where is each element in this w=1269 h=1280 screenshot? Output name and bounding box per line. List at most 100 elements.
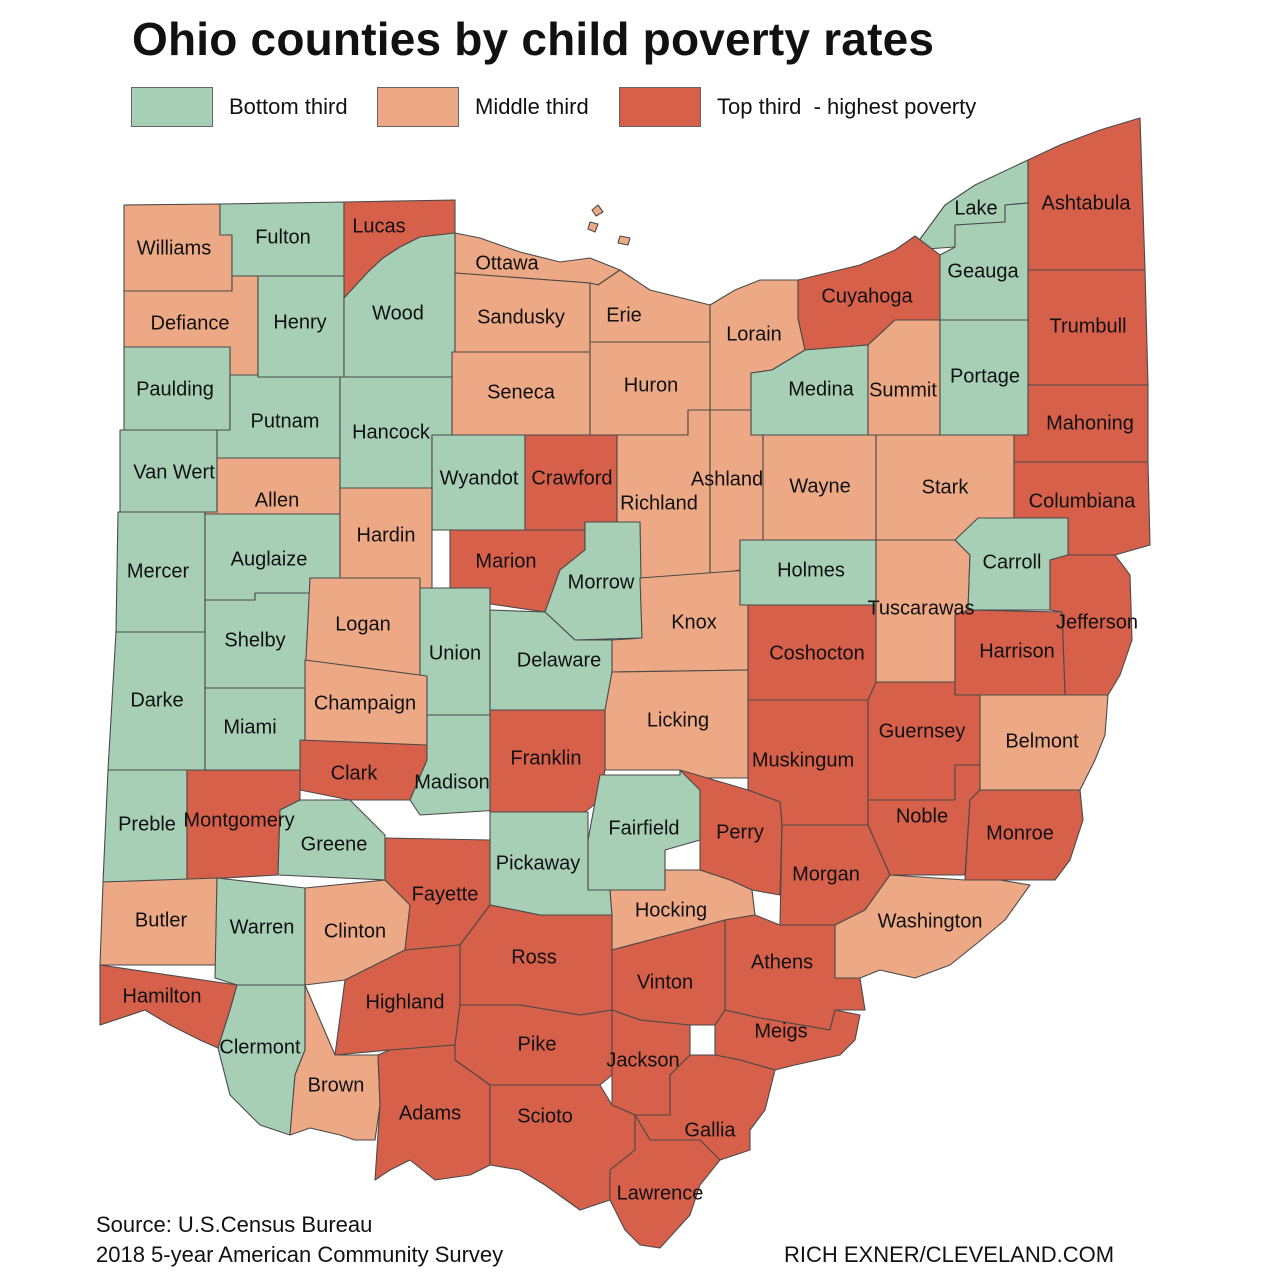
legend-label-top: Top third - highest poverty (717, 94, 977, 119)
county-label-crawford: Crawford (531, 467, 612, 489)
county-label-paulding: Paulding (136, 378, 214, 400)
county-label-huron: Huron (624, 374, 678, 396)
county-label-clinton: Clinton (324, 920, 386, 942)
county-label-pickaway: Pickaway (496, 852, 580, 874)
county-label-guernsey: Guernsey (879, 720, 966, 742)
county-label-williams: Williams (137, 237, 211, 259)
map-title: Ohio counties by child poverty rates (132, 13, 935, 65)
county-label-fairfield: Fairfield (608, 817, 679, 839)
lake-erie-island (591, 204, 604, 217)
county-label-wayne: Wayne (789, 475, 851, 497)
county-label-darke: Darke (130, 689, 183, 711)
county-label-trumbull: Trumbull (1049, 315, 1126, 337)
county-brown (289, 984, 381, 1141)
county-label-hancock: Hancock (352, 421, 431, 443)
legend-item-middle: Middle third (377, 86, 589, 128)
legend-label-bottom: Bottom third (229, 94, 348, 119)
county-label-fayette: Fayette (412, 883, 479, 905)
county-label-harrison: Harrison (979, 640, 1055, 662)
source-line-2: 2018 5-year American Community Survey (96, 1242, 504, 1267)
county-label-athens: Athens (751, 951, 813, 973)
county-label-meigs: Meigs (754, 1020, 807, 1042)
county-label-belmont: Belmont (1005, 730, 1079, 752)
county-label-scioto: Scioto (517, 1105, 573, 1127)
county-label-summit: Summit (869, 379, 937, 401)
county-perry (679, 769, 783, 896)
county-label-wyandot: Wyandot (440, 467, 519, 489)
county-label-fulton: Fulton (255, 226, 311, 248)
county-label-butler: Butler (135, 909, 188, 931)
county-label-morgan: Morgan (792, 863, 860, 885)
county-label-seneca: Seneca (487, 381, 556, 403)
county-label-jackson: Jackson (606, 1049, 679, 1071)
county-label-geauga: Geauga (947, 260, 1019, 282)
county-label-clark: Clark (331, 762, 379, 784)
county-label-brown: Brown (308, 1074, 365, 1096)
legend-item-top: Top third - highest poverty (619, 86, 976, 128)
credit-line: RICH EXNER/CLEVELAND.COM (784, 1242, 1115, 1267)
county-label-adams: Adams (399, 1102, 461, 1124)
county-label-erie: Erie (606, 304, 642, 326)
county-summit (867, 319, 941, 436)
county-label-henry: Henry (273, 311, 326, 333)
county-label-delaware: Delaware (517, 649, 601, 671)
county-label-logan: Logan (335, 613, 391, 635)
county-label-noble: Noble (896, 805, 948, 827)
county-label-lawrence: Lawrence (617, 1182, 704, 1204)
county-label-columbiana: Columbiana (1029, 490, 1137, 512)
county-label-lake: Lake (954, 197, 997, 219)
legend-label-middle: Middle third (475, 94, 589, 119)
county-label-pike: Pike (518, 1033, 557, 1055)
county-label-auglaize: Auglaize (231, 548, 308, 570)
county-label-portage: Portage (950, 365, 1020, 387)
county-label-mahoning: Mahoning (1046, 412, 1134, 434)
county-label-gallia: Gallia (684, 1119, 736, 1141)
legend-swatch-top (619, 87, 701, 127)
county-label-holmes: Holmes (777, 559, 845, 581)
county-label-miami: Miami (223, 716, 276, 738)
lake-erie-island (587, 221, 599, 233)
county-label-sandusky: Sandusky (477, 306, 565, 328)
county-label-stark: Stark (922, 476, 970, 498)
county-label-jefferson: Jefferson (1056, 611, 1138, 633)
county-label-preble: Preble (118, 813, 176, 835)
source-line-1: Source: U.S.Census Bureau (96, 1212, 373, 1237)
county-label-muskingum: Muskingum (752, 749, 854, 771)
county-label-ashland: Ashland (691, 468, 763, 490)
county-label-marion: Marion (475, 550, 536, 572)
county-label-vinton: Vinton (637, 971, 693, 993)
county-labels: Williams Fulton Lucas Ottawa Lake Ashtabula De… (118, 192, 1138, 1204)
legend-swatch-bottom (131, 87, 213, 127)
county-label-hocking: Hocking (635, 899, 707, 921)
legend-item-bottom: Bottom third (131, 86, 348, 128)
county-label-carroll: Carroll (983, 551, 1042, 573)
county-label-union: Union (429, 642, 481, 664)
county-label-montgomery: Montgomery (183, 809, 294, 831)
county-label-ross: Ross (511, 946, 557, 968)
county-shapes (99, 117, 1151, 1249)
county-adams (374, 1044, 491, 1181)
county-label-champaign: Champaign (314, 692, 416, 714)
county-label-shelby: Shelby (224, 629, 285, 651)
county-label-coshocton: Coshocton (769, 642, 865, 664)
lake-erie-island (617, 235, 631, 246)
county-label-clermont: Clermont (219, 1036, 301, 1058)
county-label-morrow: Morrow (568, 571, 635, 593)
county-lawrence (609, 1114, 721, 1249)
county-label-wood: Wood (372, 302, 424, 324)
county-label-warren: Warren (230, 916, 295, 938)
county-label-cuyahoga: Cuyahoga (821, 285, 913, 307)
county-label-mercer: Mercer (127, 560, 190, 582)
county-label-van-wert: Van Wert (133, 461, 215, 483)
county-label-lucas: Lucas (352, 215, 405, 237)
county-label-franklin: Franklin (510, 747, 581, 769)
county-label-tuscarawas: Tuscarawas (867, 597, 974, 619)
county-label-putnam: Putnam (251, 410, 320, 432)
county-label-richland: Richland (620, 492, 698, 514)
county-label-greene: Greene (301, 833, 368, 855)
county-label-lorain: Lorain (726, 323, 782, 345)
county-label-medina: Medina (788, 378, 854, 400)
county-label-madison: Madison (414, 771, 490, 793)
county-label-allen: Allen (255, 489, 299, 511)
